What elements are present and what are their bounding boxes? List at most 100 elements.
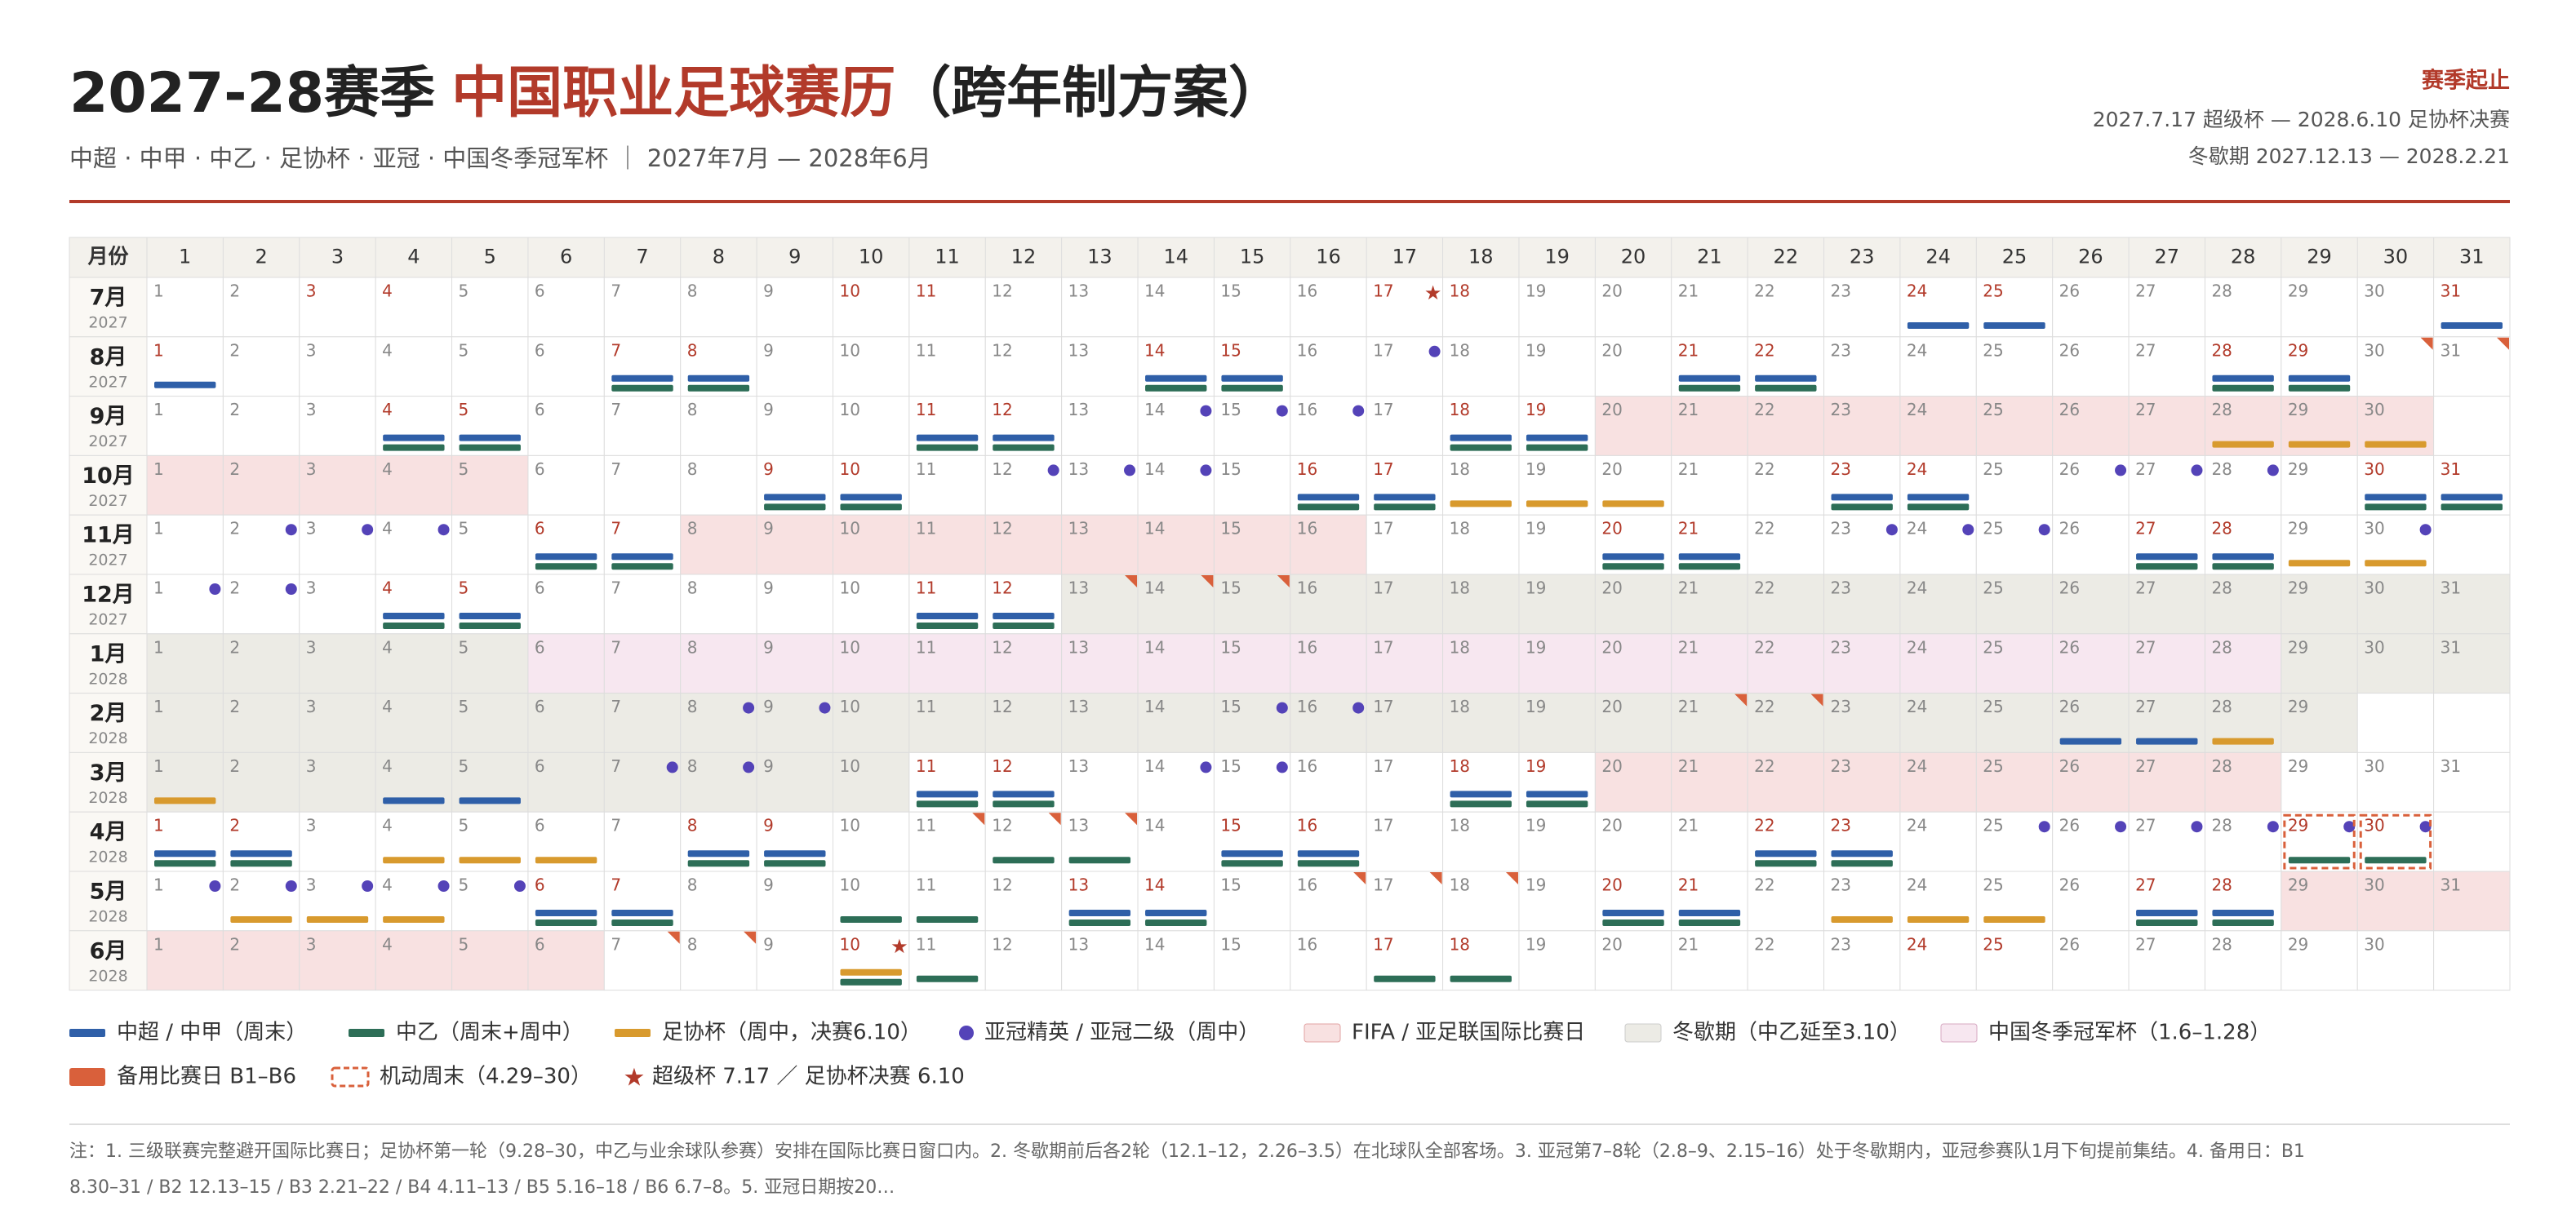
day-cell — [603, 574, 682, 635]
day-number: 1 — [153, 459, 164, 479]
cup-bar — [383, 916, 445, 923]
day-number: 3 — [306, 756, 317, 776]
day-number: 21 — [1678, 578, 1699, 598]
day-number: 15 — [1220, 637, 1241, 657]
day-number: 14 — [1144, 281, 1165, 301]
day-number: 4 — [382, 816, 393, 835]
day-cell — [2204, 277, 2282, 338]
month-label: 1月 — [90, 641, 127, 667]
day-cell — [1899, 693, 1977, 753]
day-number: 25 — [1983, 875, 2003, 895]
column-label: 16 — [1316, 246, 1341, 268]
day-number: 10 — [839, 697, 859, 716]
legend-label: 足协杯（周中，决赛6.10） — [662, 1021, 922, 1045]
acl-dot — [666, 761, 678, 773]
day-number: 6 — [535, 875, 545, 895]
day-number: 6 — [535, 816, 545, 835]
league-bar — [2136, 553, 2198, 561]
day-cell — [984, 930, 1063, 991]
day-cell — [603, 693, 682, 753]
day-number: 11 — [916, 281, 936, 301]
day-cell — [2052, 277, 2130, 338]
day-cell — [451, 693, 529, 753]
day-cell — [1823, 514, 1901, 575]
cup-bar — [230, 916, 292, 923]
day-cell — [1671, 751, 1748, 813]
day-number: 23 — [1831, 637, 1851, 657]
day-number: 12 — [992, 400, 1012, 419]
day-cell — [984, 693, 1063, 753]
acl-dot — [1352, 702, 1365, 714]
day-number: 5 — [459, 934, 469, 954]
day-cell — [2356, 693, 2435, 753]
day-number: 15 — [1220, 756, 1241, 776]
day-number: 6 — [535, 459, 545, 479]
day-number: 11 — [916, 756, 936, 776]
day-number: 2 — [229, 697, 240, 716]
acl-dot — [1047, 464, 1059, 476]
day-number: 5 — [459, 637, 469, 657]
day-number: 19 — [1526, 756, 1546, 776]
acl-dot — [743, 702, 755, 714]
day-cell — [832, 396, 910, 456]
legend-swatch — [959, 1026, 974, 1040]
day-number: 15 — [1220, 578, 1241, 598]
day-cell — [1137, 396, 1215, 456]
day-cell — [1594, 336, 1672, 397]
column-label: 8 — [713, 246, 725, 268]
day-number: 14 — [1144, 340, 1165, 360]
day-cell — [1594, 277, 1672, 338]
day-number: 10 — [839, 578, 859, 598]
day-number: 5 — [459, 281, 469, 301]
column-label: 14 — [1163, 246, 1188, 268]
day-number: 18 — [1450, 281, 1470, 301]
month-label: 9月 — [90, 404, 127, 429]
league-two-bar — [687, 860, 750, 867]
day-cell — [1213, 454, 1291, 516]
day-cell — [680, 871, 757, 932]
league-bar — [459, 613, 521, 619]
day-cell — [1747, 871, 1825, 932]
acl-dot — [2115, 464, 2127, 476]
day-cell — [1899, 514, 1977, 575]
day-cell — [603, 811, 682, 872]
day-number: 17 — [1373, 459, 1393, 479]
day-cell — [1899, 811, 1977, 872]
legend-label: 备用比赛日 B1–B6 — [117, 1065, 296, 1089]
month-label-cell — [69, 277, 148, 338]
day-cell — [451, 336, 529, 397]
day-cell — [527, 930, 605, 991]
day-cell — [1899, 574, 1977, 635]
month-label-cell — [69, 693, 148, 753]
day-number: 17 — [1373, 816, 1393, 835]
day-number: 20 — [1601, 816, 1622, 835]
day-number: 30 — [2364, 756, 2384, 776]
day-cell — [2433, 693, 2511, 753]
league-two-bar — [1450, 444, 1512, 451]
league-bar — [916, 613, 979, 619]
day-number: 25 — [1983, 578, 2003, 598]
day-number: 14 — [1144, 875, 1165, 895]
day-cell — [1747, 751, 1825, 813]
cup-bar — [459, 857, 521, 864]
acl-dot — [209, 880, 221, 892]
day-cell — [451, 633, 529, 694]
day-number: 18 — [1450, 519, 1470, 538]
day-number: 17 — [1373, 519, 1393, 538]
league-two-bar — [230, 860, 292, 867]
day-cell — [1137, 930, 1215, 991]
day-cell — [2128, 633, 2205, 694]
day-cell — [451, 871, 529, 932]
acl-dot — [285, 880, 297, 892]
day-cell — [984, 514, 1063, 575]
day-number: 11 — [916, 816, 936, 835]
day-number: 17 — [1373, 340, 1393, 360]
day-number: 18 — [1450, 340, 1470, 360]
month-label-cell — [69, 871, 148, 932]
month-year: 2027 — [88, 552, 127, 569]
cup-bar — [154, 797, 216, 804]
day-number: 29 — [2288, 756, 2308, 776]
day-number: 3 — [306, 281, 317, 301]
league-two-bar — [1831, 860, 1893, 867]
subtitle: 中超 · 中甲 · 中乙 · 足协杯 · 亚冠 · 中国冬季冠军杯 ｜ 2027… — [69, 144, 931, 172]
